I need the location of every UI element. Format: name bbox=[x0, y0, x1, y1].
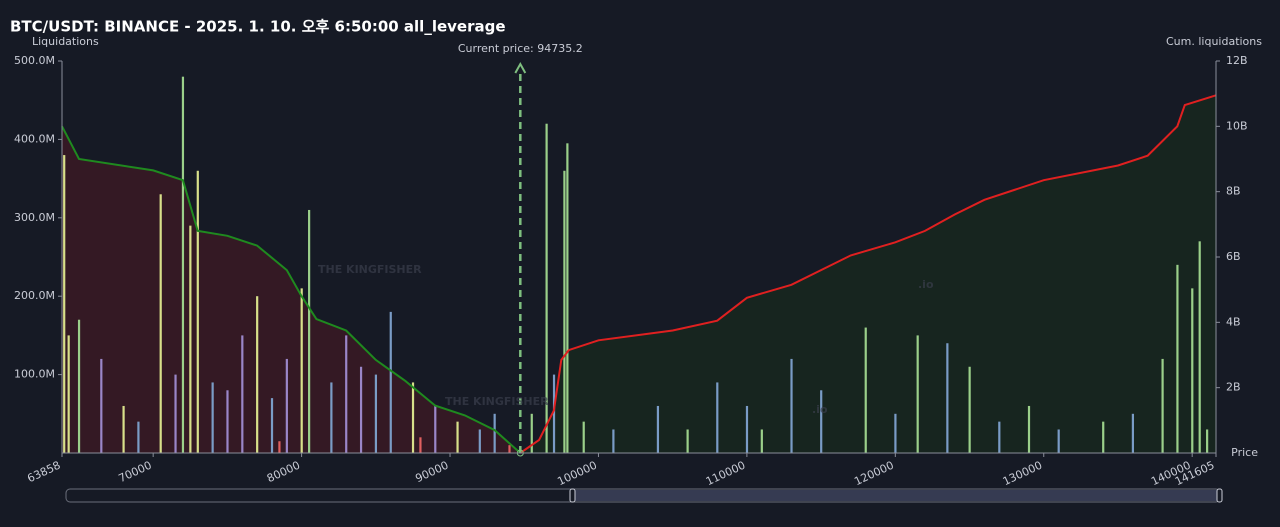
bar bbox=[916, 335, 919, 453]
bar bbox=[1027, 405, 1031, 453]
bar bbox=[300, 288, 303, 453]
bar bbox=[137, 421, 140, 453]
bar bbox=[189, 225, 192, 453]
y-tick-label: 100.0M bbox=[14, 368, 55, 381]
bar bbox=[612, 429, 615, 453]
bar bbox=[1206, 429, 1209, 453]
bar bbox=[345, 335, 348, 453]
bar bbox=[330, 382, 333, 453]
x-tick-label: 100000 bbox=[555, 459, 599, 489]
y2-tick-label: 10B bbox=[1226, 119, 1248, 132]
bar bbox=[77, 319, 81, 453]
y-tick-label: 300.0M bbox=[14, 211, 55, 224]
bar bbox=[566, 143, 569, 453]
bar bbox=[1176, 264, 1179, 453]
y2-tick-label: 6B bbox=[1226, 250, 1241, 263]
bar bbox=[285, 358, 288, 453]
current-price-arrow bbox=[514, 61, 527, 74]
bar bbox=[1057, 429, 1060, 453]
bar bbox=[552, 374, 556, 453]
bar bbox=[760, 429, 763, 453]
bar bbox=[745, 405, 749, 453]
bar bbox=[174, 374, 177, 453]
bar bbox=[1191, 288, 1194, 453]
bar bbox=[241, 335, 244, 453]
y2-tick-label: 8B bbox=[1226, 185, 1241, 198]
bar bbox=[211, 382, 214, 453]
bar bbox=[122, 405, 125, 453]
bar bbox=[159, 194, 162, 453]
x-tick-label: 63858 bbox=[25, 459, 62, 486]
bar bbox=[1161, 358, 1164, 453]
x-tick-label: 130000 bbox=[1001, 459, 1045, 489]
bar bbox=[374, 374, 378, 453]
x-tick-label: 120000 bbox=[852, 459, 896, 489]
bar bbox=[686, 429, 689, 453]
bar bbox=[270, 398, 274, 453]
bar bbox=[894, 413, 897, 453]
cum-area bbox=[520, 95, 1216, 454]
x-tick-label: 110000 bbox=[704, 459, 748, 489]
bar bbox=[493, 413, 496, 453]
y2-tick-label: 2B bbox=[1226, 381, 1241, 394]
y-tick-label: 200.0M bbox=[14, 289, 55, 302]
bar bbox=[864, 327, 867, 453]
chart-title: BTC/USDT: BINANCE - 2025. 1. 10. 오후 6:50… bbox=[10, 18, 506, 36]
scrollbar-handle[interactable] bbox=[569, 488, 576, 503]
bar bbox=[716, 382, 719, 453]
watermark: THE KINGFISHER bbox=[318, 263, 422, 276]
bar bbox=[1102, 421, 1105, 453]
bar bbox=[508, 445, 511, 453]
bar bbox=[434, 405, 437, 453]
y2-tick-label: 12B bbox=[1226, 54, 1248, 67]
bar bbox=[359, 366, 363, 453]
x-tick-label: 90000 bbox=[413, 459, 450, 486]
x-tick-label: 80000 bbox=[265, 459, 302, 486]
bar bbox=[196, 170, 199, 453]
bar bbox=[226, 390, 229, 453]
bar bbox=[63, 155, 66, 453]
bar bbox=[419, 437, 422, 453]
bar bbox=[946, 343, 949, 453]
x-tick-label: 70000 bbox=[116, 459, 153, 486]
scrollbar-thumb[interactable] bbox=[573, 490, 1219, 501]
bar bbox=[530, 413, 533, 453]
bar bbox=[67, 335, 70, 453]
bar bbox=[256, 296, 259, 453]
bar bbox=[308, 209, 311, 453]
y-tick-label: 400.0M bbox=[14, 132, 55, 145]
bar bbox=[582, 421, 585, 453]
bar bbox=[790, 358, 793, 453]
cum-line bbox=[61, 125, 521, 454]
bar bbox=[656, 405, 660, 453]
watermark: .io bbox=[918, 278, 934, 291]
bar bbox=[411, 382, 415, 453]
bar bbox=[1198, 241, 1201, 453]
plot-area bbox=[61, 61, 1217, 457]
scrollbar-handle[interactable] bbox=[1216, 488, 1223, 503]
bar bbox=[968, 366, 971, 453]
bar bbox=[478, 429, 481, 453]
y2-axis-label: Cum. liquidations bbox=[1166, 35, 1262, 48]
bar bbox=[456, 421, 459, 453]
bar bbox=[389, 311, 392, 453]
bar bbox=[100, 358, 103, 453]
y2-tick-label: 4B bbox=[1226, 315, 1241, 328]
x-axis-label: Price bbox=[1231, 446, 1258, 459]
cum-line bbox=[519, 94, 1217, 454]
cum-area bbox=[62, 126, 521, 454]
bar bbox=[820, 390, 823, 453]
annotation: Current price: 94735.2 bbox=[458, 42, 583, 55]
bar bbox=[563, 170, 566, 453]
watermark: .io bbox=[812, 403, 828, 416]
watermark: THE KINGFISHER bbox=[445, 395, 549, 408]
y-axis-label: Liquidations bbox=[32, 35, 99, 48]
bar bbox=[181, 76, 185, 454]
bar bbox=[1131, 413, 1135, 453]
y-tick-label: 500.0M bbox=[14, 54, 55, 67]
bar bbox=[998, 421, 1001, 453]
bar bbox=[545, 123, 548, 453]
bar bbox=[278, 441, 281, 453]
